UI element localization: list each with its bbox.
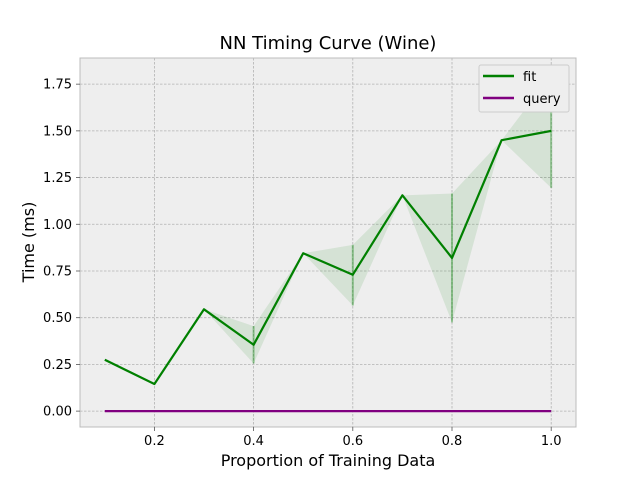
- y-tick-label: 0.25: [43, 358, 72, 373]
- series-lines: [104, 129, 552, 413]
- legend-fit-label: fit: [523, 70, 536, 85]
- y-tick-label: 1.75: [43, 78, 72, 93]
- legend-query-label: query: [523, 92, 561, 107]
- x-axis-ticks: 0.2 0.4 0.6 0.8 1.0: [144, 427, 562, 449]
- grid-lines: [80, 58, 576, 427]
- x-tick-label: 1.0: [541, 434, 562, 449]
- x-tick-label: 0.4: [243, 434, 264, 449]
- plot-frame: [79, 57, 577, 428]
- x-tick-label: 0.2: [144, 434, 165, 449]
- y-tick-label: 1.00: [43, 218, 72, 233]
- y-tick-label: 0.00: [43, 405, 72, 420]
- x-axis-label: Proportion of Training Data: [221, 451, 436, 470]
- y-tick-label: 0.75: [43, 264, 72, 279]
- y-tick-label: 1.25: [43, 171, 72, 186]
- plot-background: [80, 58, 576, 427]
- series-line-fit: [104, 129, 552, 386]
- x-tick-label: 0.8: [442, 434, 463, 449]
- x-tick-label: 0.6: [342, 434, 363, 449]
- chart-title: NN Timing Curve (Wine): [220, 33, 437, 54]
- y-axis-label: Time (ms): [19, 202, 38, 284]
- y-tick-label: 1.50: [43, 124, 72, 139]
- series-band-fit: [104, 74, 552, 385]
- y-axis-ticks: 0.00 0.25 0.50 0.75 1.00 1.25 1.50 1.75: [43, 78, 80, 420]
- legend: fit query: [478, 64, 570, 113]
- y-tick-label: 0.50: [43, 311, 72, 326]
